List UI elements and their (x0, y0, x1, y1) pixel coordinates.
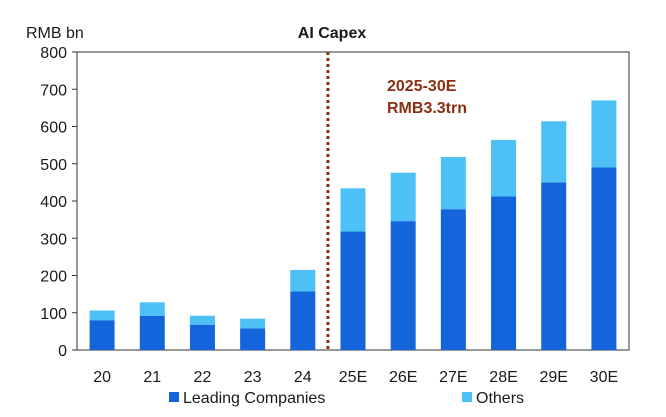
x-ticks: 20 21 22 23 24 25E 26E 27E 28E 29E 30E (93, 369, 618, 386)
bar-leading-24 (290, 291, 316, 350)
x-tick-label: 26E (389, 369, 417, 386)
x-tick-label: 23 (244, 369, 262, 386)
bar-leading-27E (440, 209, 466, 350)
bar-leading-25E (340, 231, 366, 350)
legend-label-others: Others (476, 390, 524, 407)
bar-leading-23 (240, 328, 266, 350)
bar-others-22 (189, 315, 215, 325)
bar-leading-26E (390, 221, 416, 350)
x-tick-label: 30E (590, 369, 618, 386)
x-tick-label: 20 (93, 369, 111, 386)
legend-swatch-leading (169, 392, 179, 402)
y-ticks: 0 100 200 300 400 500 600 700 800 (40, 45, 77, 360)
annotation-line: 2025-30E (387, 78, 457, 95)
x-tick-label: 21 (143, 369, 161, 386)
bar-others-25E (340, 188, 366, 232)
y-tick-label: 500 (40, 157, 67, 174)
legend-label-leading: Leading Companies (183, 390, 325, 407)
y-tick-label: 400 (40, 194, 67, 211)
bar-others-28E (491, 139, 517, 197)
y-tick-label: 700 (40, 82, 67, 99)
bar-others-24 (290, 269, 316, 292)
bar-leading-28E (491, 196, 517, 350)
y-axis-label: RMB bn (26, 25, 84, 42)
legend: Leading Companies Others (169, 390, 524, 407)
bar-leading-22 (189, 324, 215, 350)
bar-others-21 (139, 302, 165, 316)
x-tick-label: 25E (339, 369, 367, 386)
bar-others-29E (541, 121, 567, 183)
forecast-annotation: 2025-30E RMB3.3trn (387, 78, 467, 117)
y-tick-label: 600 (40, 120, 67, 137)
bar-others-30E (591, 100, 617, 168)
y-tick-label: 800 (40, 45, 67, 62)
x-tick-label: 27E (439, 369, 467, 386)
x-tick-label: 22 (194, 369, 212, 386)
bar-leading-20 (89, 320, 115, 350)
bar-others-20 (89, 310, 115, 321)
bar-leading-29E (541, 182, 567, 350)
bar-others-23 (240, 318, 266, 329)
x-tick-label: 28E (489, 369, 517, 386)
y-tick-label: 300 (40, 231, 67, 248)
legend-swatch-others (462, 392, 472, 402)
bar-leading-30E (591, 167, 617, 350)
bar-leading-21 (139, 315, 165, 350)
y-tick-label: 0 (58, 343, 67, 360)
bars (89, 100, 617, 350)
bar-others-27E (440, 157, 466, 210)
annotation-line: RMB3.3trn (387, 100, 467, 117)
y-tick-label: 100 (40, 306, 67, 323)
bar-others-26E (390, 172, 416, 222)
x-tick-label: 24 (294, 369, 312, 386)
chart-title: AI Capex (298, 25, 367, 42)
x-tick-label: 29E (539, 369, 567, 386)
y-tick-label: 200 (40, 269, 67, 286)
